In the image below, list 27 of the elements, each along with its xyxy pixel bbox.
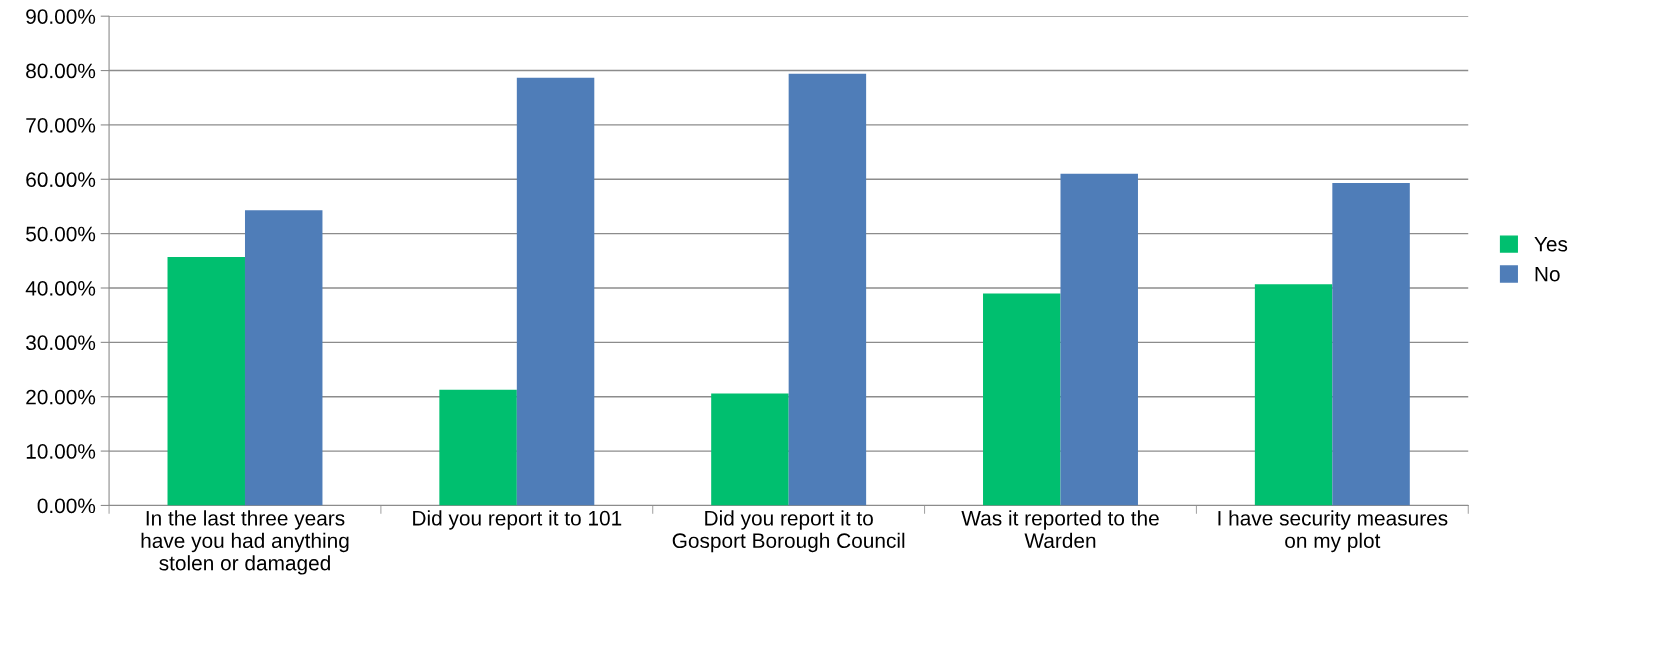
- x-tick-label: In the last three years have you had anything stolen or damaged: [141, 510, 349, 575]
- y-tick-label: 30.00%: [26, 335, 96, 351]
- bar: [711, 393, 789, 506]
- bar: [1332, 183, 1410, 506]
- y-tick-label: 10.00%: [26, 444, 96, 459]
- bar: [516, 77, 595, 506]
- y-tick-label: 90.00%: [26, 9, 96, 24]
- x-tick-label: I have security measures on my plot: [1218, 510, 1448, 553]
- legend-label: No: [1535, 266, 1560, 282]
- y-tick-label: 80.00%: [26, 63, 96, 79]
- bar: [1060, 173, 1138, 506]
- bar: [983, 293, 1061, 506]
- y-tick-label: 70.00%: [26, 117, 96, 133]
- x-tick-label: Was it reported to the Warden: [961, 510, 1159, 549]
- y-tick-label: 60.00%: [26, 172, 96, 188]
- legend-label: Yes: [1534, 236, 1568, 252]
- bar: [788, 73, 867, 506]
- bar: [1254, 284, 1333, 506]
- bar: [439, 389, 517, 506]
- y-tick-label: 20.00%: [26, 389, 96, 405]
- bar: [244, 210, 323, 506]
- y-tick-label: 0.00%: [37, 498, 96, 514]
- y-tick-label: 50.00%: [26, 226, 96, 242]
- x-tick-label: Did you report it to 101: [413, 510, 622, 530]
- x-tick-label: Did you report it to Gosport Borough Council: [672, 510, 905, 553]
- bar: [167, 257, 245, 506]
- y-tick-label: 40.00%: [25, 281, 96, 296]
